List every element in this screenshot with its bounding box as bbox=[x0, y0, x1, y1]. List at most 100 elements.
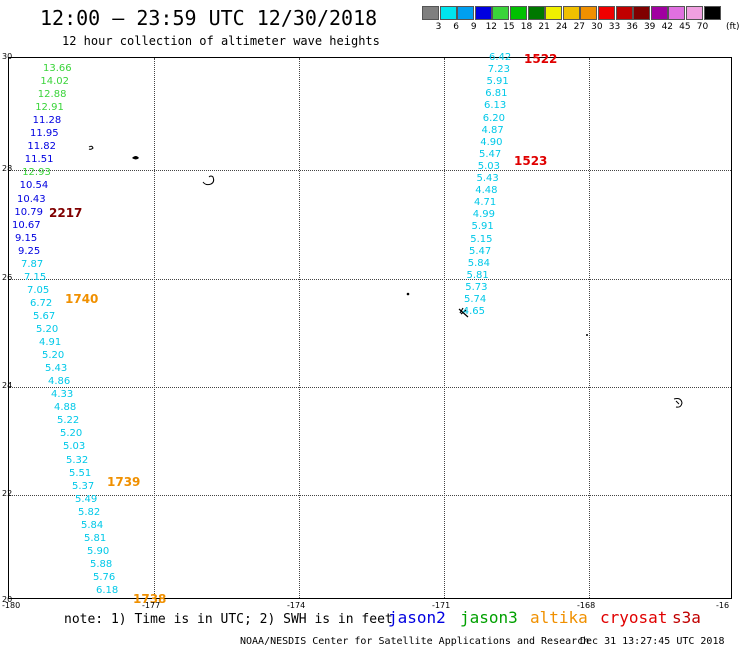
wave-height-value: 5.03 bbox=[63, 441, 86, 453]
gridline-lat bbox=[9, 387, 731, 388]
footer-note: note: 1) Time is in UTC; 2) SWH is in fe… bbox=[64, 612, 393, 627]
wave-height-value: 7.05 bbox=[27, 284, 50, 296]
lon-tick-label: -177 bbox=[142, 601, 161, 610]
wave-height-value: 6.81 bbox=[485, 88, 508, 100]
satellite-key-jason3: jason3 bbox=[460, 608, 518, 627]
lat-tick-label: 26 bbox=[2, 273, 13, 282]
lon-tick-label: -168 bbox=[577, 601, 596, 610]
wave-height-value: 5.32 bbox=[66, 454, 89, 466]
island-icon bbox=[132, 156, 139, 160]
wave-height-value: 5.84 bbox=[467, 257, 491, 269]
wave-height-value: 7.87 bbox=[21, 258, 44, 270]
wave-height-value: 7.15 bbox=[24, 271, 47, 283]
chart-subtitle: 12 hour collection of altimeter wave hei… bbox=[62, 34, 380, 48]
legend-swatch bbox=[668, 6, 686, 20]
wave-height-value: 4.65 bbox=[462, 306, 486, 318]
legend-label: 42 bbox=[661, 22, 674, 32]
legend-label: 39 bbox=[643, 22, 656, 32]
generated-timestamp: Dec 31 13:27:45 UTC 2018 bbox=[580, 636, 725, 647]
satellite-key-altika: altika bbox=[530, 608, 588, 627]
wave-height-value: 6.42 bbox=[489, 52, 512, 63]
wave-height-value: 5.37 bbox=[72, 480, 95, 492]
wave-height-value: 9.25 bbox=[18, 245, 41, 257]
legend-swatch bbox=[580, 6, 598, 20]
chart-title: 12:00 – 23:59 UTC 12/30/2018 bbox=[40, 6, 378, 30]
wave-height-value: 5.03 bbox=[477, 160, 501, 172]
wave-height-value: 5.43 bbox=[476, 173, 499, 184]
legend-swatch bbox=[615, 6, 633, 20]
wave-height-value: 5.73 bbox=[465, 281, 488, 293]
wave-height-value: 5.20 bbox=[42, 350, 65, 362]
legend-swatch bbox=[439, 6, 457, 20]
legend-label: 27 bbox=[573, 22, 586, 32]
wave-height-value: 5.67 bbox=[33, 310, 56, 322]
gridline-lat bbox=[9, 170, 731, 171]
legend-swatch bbox=[510, 6, 527, 20]
wave-height-value: 4.90 bbox=[480, 136, 503, 148]
wave-height-value: 5.81 bbox=[466, 269, 489, 281]
wave-height-value: 5.22 bbox=[57, 415, 80, 427]
lon-tick-label: -174 bbox=[287, 601, 306, 610]
satellite-key-jason2: jason2 bbox=[388, 608, 446, 627]
wave-height-value: 11.51 bbox=[24, 154, 54, 166]
lat-tick-label: 30 bbox=[2, 52, 13, 61]
lat-tick-label: 24 bbox=[2, 381, 13, 390]
wave-height-value: 10.79 bbox=[14, 206, 44, 218]
legend-label: 45 bbox=[679, 22, 691, 32]
wave-height-value: 9.15 bbox=[15, 232, 38, 244]
legend-swatch bbox=[457, 6, 475, 20]
wave-height-value: 12.91 bbox=[35, 102, 64, 114]
wave-height-value: 10.54 bbox=[19, 180, 49, 192]
pass-time-label: 1523 bbox=[514, 154, 548, 168]
legend-swatch bbox=[492, 6, 510, 20]
legend-swatch bbox=[633, 6, 651, 20]
pass-time-label: 2217 bbox=[49, 206, 83, 220]
wave-height-value: 5.20 bbox=[36, 324, 59, 335]
wave-height-value: 5.91 bbox=[471, 221, 494, 233]
wave-height-value: 5.90 bbox=[87, 545, 110, 557]
legend-swatch bbox=[527, 6, 545, 20]
pass-time-label: 1738 bbox=[133, 592, 167, 606]
gridline-lon bbox=[589, 58, 590, 598]
wave-height-value: 6.72 bbox=[30, 297, 53, 309]
legend-label: 3 bbox=[435, 22, 442, 32]
credit-line: NOAA/NESDIS Center for Satellite Applica… bbox=[240, 636, 590, 647]
legend-swatch bbox=[545, 6, 563, 20]
pass-time-label: 1522 bbox=[524, 52, 558, 66]
wave-height-value: 4.99 bbox=[472, 209, 496, 221]
wave-height-value: 5.51 bbox=[69, 467, 92, 479]
wave-height-value: 4.87 bbox=[481, 124, 504, 136]
satellite-key-s3a: s3a bbox=[672, 608, 701, 627]
island-icon bbox=[202, 175, 215, 186]
wave-height-value: 5.82 bbox=[78, 506, 101, 518]
wave-height-value: 4.48 bbox=[475, 185, 498, 197]
legend-swatch bbox=[598, 6, 615, 20]
island-icon bbox=[406, 292, 410, 296]
wave-height-value: 5.49 bbox=[75, 493, 98, 505]
gridline-lat bbox=[9, 279, 731, 280]
pass-time-label: 1740 bbox=[65, 292, 99, 306]
wave-height-value: 12.88 bbox=[37, 89, 67, 101]
wave-height-value: 6.18 bbox=[96, 585, 119, 596]
wave-height-value: 5.74 bbox=[464, 294, 487, 305]
island-icon bbox=[673, 398, 683, 408]
gridline-lat bbox=[9, 495, 731, 496]
satellite-key-cryosat: cryosat bbox=[600, 608, 668, 627]
wave-height-value: 4.86 bbox=[48, 376, 71, 388]
wave-height-value: 14.02 bbox=[40, 76, 70, 88]
lat-tick-label: 28 bbox=[2, 164, 13, 173]
wave-height-value: 7.23 bbox=[487, 64, 511, 76]
island-icon bbox=[458, 307, 469, 318]
wave-height-value: 11.95 bbox=[30, 128, 59, 140]
wave-height-value: 5.47 bbox=[469, 245, 492, 257]
map-panel: 13.66 14.02 12.88 12.91 11.28 11.95 11.82 11.51… bbox=[8, 52, 732, 606]
wave-height-value: 12.93 bbox=[22, 167, 51, 179]
legend-label: 70 bbox=[696, 22, 709, 32]
lon-tick-label: -171 bbox=[432, 601, 451, 610]
wave-height-value: 5.81 bbox=[84, 532, 107, 544]
legend-swatch bbox=[686, 6, 703, 20]
wave-height-value: 4.91 bbox=[39, 337, 62, 349]
legend-label: 24 bbox=[555, 22, 568, 32]
wave-height-value: 10.43 bbox=[17, 193, 46, 205]
wave-height-value: 11.82 bbox=[27, 141, 57, 153]
